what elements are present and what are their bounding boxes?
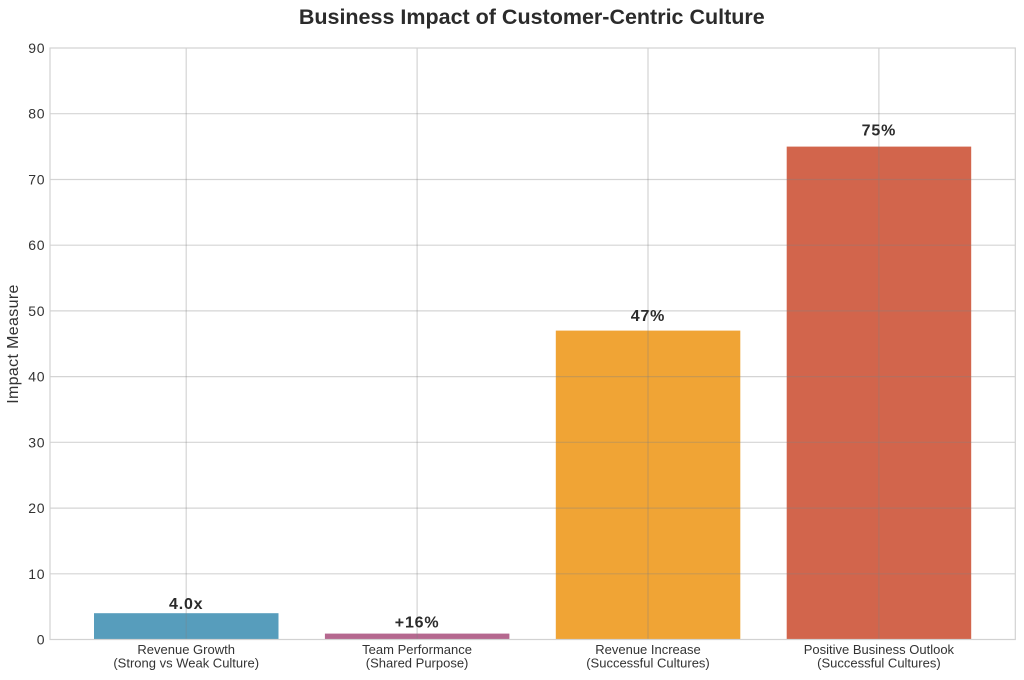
svg-text:80: 80	[28, 106, 45, 122]
svg-text:10: 10	[28, 566, 45, 582]
svg-text:(Shared Purpose): (Shared Purpose)	[366, 656, 469, 671]
svg-text:Revenue Growth: Revenue Growth	[137, 642, 235, 657]
svg-text:30: 30	[28, 434, 45, 450]
svg-text:Business Impact of Customer-Ce: Business Impact of Customer-Centric Cult…	[299, 5, 765, 29]
svg-text:Impact Measure: Impact Measure	[5, 284, 22, 404]
svg-text:0: 0	[37, 632, 46, 648]
svg-text:40: 40	[28, 369, 45, 385]
svg-text:Revenue Increase: Revenue Increase	[595, 642, 701, 657]
svg-text:+16%: +16%	[395, 615, 440, 632]
svg-text:(Strong vs Weak Culture): (Strong vs Weak Culture)	[113, 656, 259, 671]
svg-text:(Successful Cultures): (Successful Cultures)	[817, 656, 941, 671]
svg-text:4.0x: 4.0x	[169, 596, 203, 613]
svg-text:(Successful Cultures): (Successful Cultures)	[586, 656, 710, 671]
svg-text:90: 90	[28, 40, 45, 56]
svg-text:70: 70	[28, 172, 45, 188]
svg-text:75%: 75%	[862, 122, 896, 139]
svg-text:50: 50	[28, 303, 45, 319]
svg-text:Team Performance: Team Performance	[362, 642, 472, 657]
svg-text:60: 60	[28, 237, 45, 253]
svg-text:Positive Business Outlook: Positive Business Outlook	[804, 642, 955, 657]
svg-text:20: 20	[28, 500, 45, 516]
svg-text:47%: 47%	[631, 308, 665, 325]
